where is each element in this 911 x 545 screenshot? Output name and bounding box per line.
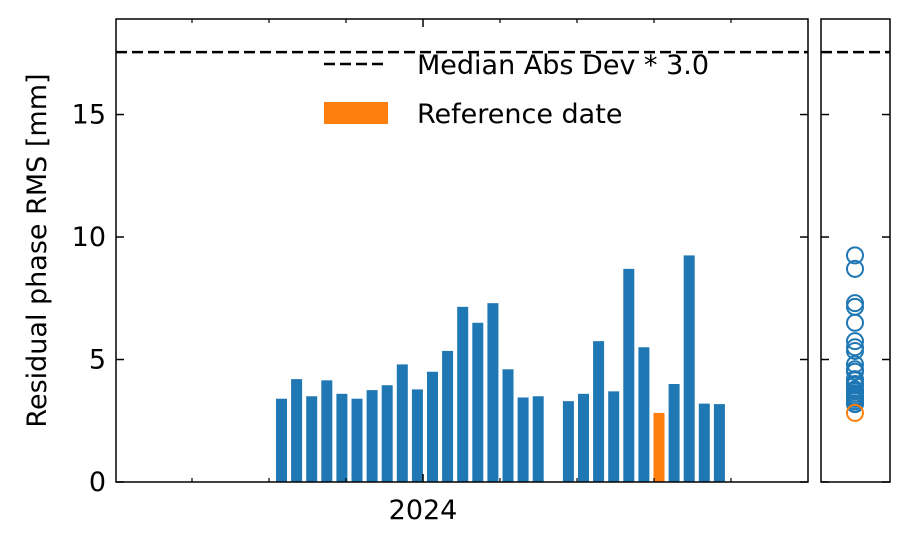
x-axis-ticks: [191, 19, 732, 482]
legend-label-reference: Reference date: [417, 99, 622, 130]
bar: [487, 303, 499, 482]
point-series: [846, 246, 864, 422]
bar: [668, 384, 680, 482]
y-tick-label: 0: [89, 467, 106, 498]
bar: [306, 396, 318, 482]
bar: [472, 322, 484, 482]
scatter-point: [846, 246, 864, 265]
bar: [351, 398, 363, 482]
y-tick-label: 15: [72, 100, 106, 131]
bar: [381, 385, 393, 482]
bar: [698, 403, 710, 482]
y-tick-label: 10: [72, 222, 106, 253]
bar: [457, 306, 469, 482]
reference-bar: [653, 412, 665, 482]
bar: [442, 350, 454, 482]
bar: [532, 396, 544, 482]
legend: Median Abs Dev * 3.0 Reference date: [324, 50, 709, 130]
legend-label-threshold: Median Abs Dev * 3.0: [417, 50, 709, 81]
bar: [638, 347, 650, 482]
distribution-panel: [820, 18, 891, 483]
scatter-point: [846, 341, 864, 360]
axes-frame: [115, 18, 809, 483]
x-tick-label: 2024: [389, 495, 458, 526]
bar: [578, 393, 589, 482]
side-axes-frame: [820, 18, 891, 483]
bar: [713, 404, 725, 482]
bar: [608, 391, 620, 482]
bar: [411, 389, 423, 482]
legend-reference-swatch: [324, 102, 388, 124]
bar: [321, 380, 333, 482]
scatter-point: [846, 297, 864, 316]
bar-chart-panel: 0 5 10 15 2024 Residual phase RMS [mm] Medi…: [22, 18, 809, 526]
scatter-point: [846, 395, 864, 414]
scatter-point: [846, 294, 864, 313]
bar: [517, 397, 529, 482]
y-axis-ticks: 0 5 10 15: [72, 100, 808, 498]
bar: [427, 371, 438, 482]
scatter-point: [846, 259, 864, 278]
scatter-point: [846, 362, 864, 381]
bar: [336, 393, 348, 482]
reference-point: [846, 403, 864, 422]
scatter-point: [846, 332, 864, 351]
bar-series: [276, 255, 725, 482]
scatter-point: [846, 313, 864, 332]
bar: [683, 255, 695, 482]
bar: [593, 341, 605, 482]
bar: [276, 398, 287, 482]
bar: [562, 401, 574, 482]
bar: [623, 268, 635, 482]
y-axis-label: Residual phase RMS [mm]: [22, 73, 53, 427]
bar: [396, 364, 408, 482]
y-tick-label: 5: [89, 345, 106, 376]
bar: [291, 379, 303, 482]
side-y-axis-ticks: [821, 113, 890, 483]
bar: [502, 369, 514, 482]
bar: [366, 390, 378, 482]
